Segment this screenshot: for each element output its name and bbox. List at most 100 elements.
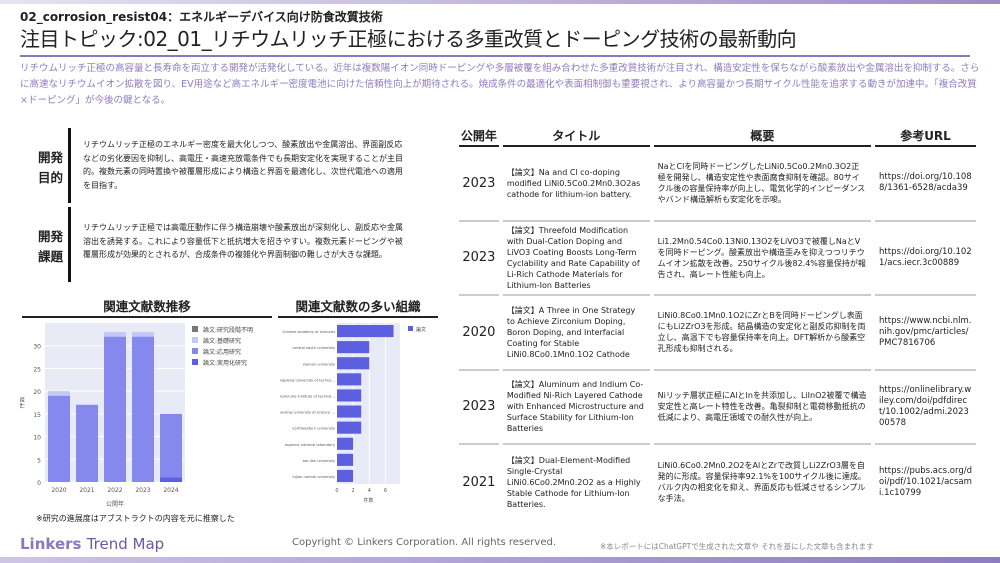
legend-swatch bbox=[192, 337, 198, 343]
legend-label: 論文:応用研究 bbox=[203, 348, 241, 356]
purpose-bar bbox=[68, 128, 71, 203]
title-cell: 【論文】Na and Cl co-doping modified LiNi0.5… bbox=[502, 147, 650, 222]
org-label: fujian normal university bbox=[292, 475, 336, 479]
bar-segment bbox=[48, 395, 70, 482]
y-tick-label: 15 bbox=[33, 412, 41, 419]
url-cell[interactable]: https://doi.org/10.1088/1361-6528/acda39 bbox=[875, 147, 976, 222]
y-tick-label: 5 bbox=[37, 457, 41, 464]
y-tick-label: 10 bbox=[33, 435, 41, 442]
bar-segment bbox=[48, 391, 70, 396]
org-label: argonne national laboratory bbox=[285, 443, 336, 447]
title-cell: 【論文】Threefold Modification with Dual-Cat… bbox=[502, 222, 650, 296]
org-bar bbox=[337, 437, 354, 450]
url-cell[interactable]: https://pubs.acs.org/doi/pdf/10.1021/acs… bbox=[879, 465, 973, 498]
summary-cell: NaとClを同時ドーピングしたLiNi0.5Co0.2Mn0.3O2正極を開発し… bbox=[653, 147, 872, 222]
legend-swatch bbox=[192, 359, 198, 365]
year-cell: 2023 bbox=[459, 371, 499, 445]
issue-bar bbox=[68, 207, 71, 282]
org-label: nanjing university of science … bbox=[280, 411, 335, 415]
org-bar bbox=[337, 325, 394, 338]
bar-segment bbox=[104, 332, 126, 337]
org-bar bbox=[337, 373, 362, 386]
table-row: 2023 【論文】Na and Cl co-doping modified LiN… bbox=[459, 147, 976, 222]
x-axis-label: 件数 bbox=[363, 497, 373, 504]
purpose-text: リチウムリッチ正極のエネルギー密度を最大化しつつ、酸素放出や金属溶出、界面副反応… bbox=[83, 140, 403, 190]
year-cell: 2020 bbox=[459, 296, 499, 371]
bar-segment bbox=[132, 332, 154, 337]
org-label: central south university bbox=[292, 346, 336, 350]
year-cell: 2023 bbox=[459, 222, 499, 296]
title-divider bbox=[20, 55, 970, 57]
url-cell[interactable]: https://www.ncbi.nlm.nih.gov/pmc/article… bbox=[875, 296, 976, 371]
legend-swatch bbox=[192, 348, 198, 354]
title-cell: 【論文】Dual-Element-Modified Single-Crystal… bbox=[506, 455, 641, 509]
logo-sub: Trend Map bbox=[86, 535, 165, 553]
bar-segment bbox=[132, 336, 154, 482]
y-axis-label: 件数 bbox=[20, 396, 26, 408]
org-label: xiamen university bbox=[303, 362, 336, 366]
x-tick-label: 2023 bbox=[135, 487, 150, 494]
legend-swatch bbox=[192, 326, 198, 332]
x-tick-label: 4 bbox=[368, 488, 371, 494]
chart-note: ※研究の進展度はアブストラクトの内容を元に推察した bbox=[36, 514, 235, 523]
legend-swatch bbox=[408, 326, 413, 331]
linkers-logo: Linkers Trend Map bbox=[20, 535, 164, 553]
header-year: 公開年 bbox=[459, 127, 499, 147]
org-bar bbox=[337, 341, 370, 354]
legend-label: 論文:実用化研究 bbox=[203, 359, 247, 367]
org-label: chinese academy of sciences bbox=[282, 330, 335, 334]
org-label: northwestern university bbox=[292, 427, 336, 431]
table-row: 2023 【論文】Threefold Modification with Dual… bbox=[459, 222, 976, 296]
table-row: 2023 【論文】Aluminum and Indium Co-Modified … bbox=[459, 371, 976, 445]
org-bar bbox=[337, 469, 354, 482]
org-bar bbox=[337, 389, 362, 402]
lead-paragraph: リチウムリッチ正極の高容量と長寿命を両立する開発が活発化している。近年は複数陽イ… bbox=[20, 63, 980, 106]
org-bar bbox=[337, 453, 354, 466]
summary-cell: LiNi0.8Co0.1Mn0.1O2にZrとBを同時ドーピングし表面にもLi2… bbox=[653, 296, 872, 371]
bar-segment bbox=[104, 336, 126, 482]
org-bar bbox=[337, 405, 362, 418]
x-tick-label: 2 bbox=[352, 488, 355, 494]
table-row: 2021 【論文】Dual-Element-Modified Single-Cry… bbox=[459, 445, 976, 520]
summary-cell: LiNi0.6Co0.2Mn0.2O2をAlとZrで改質しLi2ZrO3層を自発… bbox=[657, 461, 866, 504]
org-chart-title: 関連文献数の多い組織 bbox=[278, 296, 438, 318]
org-bar bbox=[337, 357, 370, 370]
x-tick-label: 0 bbox=[335, 488, 338, 494]
y-tick-label: 20 bbox=[33, 389, 41, 396]
org-bar-chart: 0 2 4 6 chinese academy of sciences central s… bbox=[280, 323, 426, 504]
issue-text: リチウムリッチ正極では高電圧動作に伴う構造崩壊や酸素放出が深刻化し、副反応や金属… bbox=[83, 223, 403, 259]
header-url: 参考URL bbox=[875, 127, 976, 147]
org-label: bar-ilan university bbox=[303, 459, 336, 463]
x-tick-label: 2024 bbox=[163, 487, 178, 494]
purpose-block: 開発目的 リチウムリッチ正極のエネルギー密度を最大化しつつ、酸素放出や金属溶出、… bbox=[38, 128, 438, 203]
y-tick-label: 30 bbox=[33, 344, 41, 351]
x-axis-label: 公開年 bbox=[106, 500, 124, 508]
legend-label: 論文 bbox=[416, 326, 426, 333]
header-summary: 概要 bbox=[653, 127, 872, 147]
bar-segment bbox=[76, 404, 98, 482]
logo-main: Linkers bbox=[20, 535, 82, 553]
x-tick-label: 6 bbox=[384, 488, 387, 494]
trend-bar-chart: 0 5 10 15 20 25 30 2020 2021 2022 2023 2024 公開年 件数 論文:… bbox=[20, 323, 253, 508]
x-tick-label: 2021 bbox=[79, 487, 94, 494]
top-accent-bar bbox=[0, 0, 1000, 4]
year-cell: 2021 bbox=[462, 474, 496, 490]
purpose-label: 開発目的 bbox=[38, 150, 64, 185]
header-title: タイトル bbox=[502, 127, 650, 147]
url-cell[interactable]: https://onlinelibrary.wiley.com/doi/pdfd… bbox=[875, 371, 976, 445]
org-bar bbox=[337, 421, 362, 434]
literature-table: 公開年 タイトル 概要 参考URL 2023 【論文】Na and Cl co-d… bbox=[455, 127, 980, 520]
issue-label: 開発課題 bbox=[38, 229, 64, 264]
bar-segment bbox=[160, 413, 182, 478]
page-subtitle: 02_corrosion_resist04：エネルギーデバイス向け防食改質技術 bbox=[20, 10, 383, 24]
url-cell[interactable]: https://doi.org/10.1021/acs.iecr.3c00889 bbox=[875, 222, 976, 296]
title-cell: 【論文】A Three in One Strategy to Achieve Z… bbox=[502, 296, 650, 371]
bottom-accent-bar bbox=[0, 557, 1000, 563]
org-label: karlsruhe institute of technol… bbox=[280, 394, 335, 398]
trend-chart-title: 関連文献数推移 bbox=[22, 296, 272, 318]
org-label: guangdong university of techno… bbox=[280, 378, 335, 382]
y-tick-label: 25 bbox=[33, 366, 41, 373]
issue-block: 開発課題 リチウムリッチ正極では高電圧動作に伴う構造崩壊や酸素放出が深刻化し、副… bbox=[38, 207, 438, 282]
page-title: 注目トピック:02_01_リチウムリッチ正極における多重改質とドーピング技術の最… bbox=[20, 27, 797, 51]
x-tick-label: 2022 bbox=[107, 487, 122, 494]
